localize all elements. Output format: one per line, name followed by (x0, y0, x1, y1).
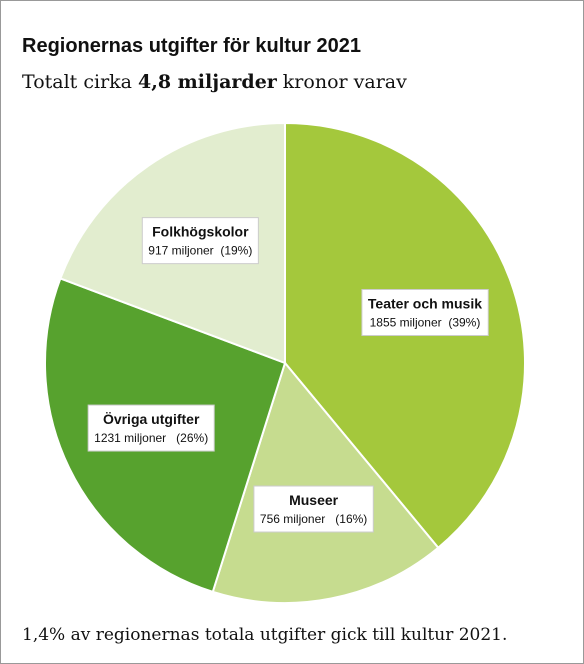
subtitle-part: kronor varav (283, 71, 407, 93)
label-box (87, 404, 215, 452)
category-label: Övriga utgifter (103, 411, 200, 427)
value-label: 1231 miljoner (26%) (94, 431, 208, 445)
slice-label: Övriga utgifter 1231 miljoner (26%) (87, 404, 215, 452)
subtitle-part: Totalt cirka (22, 71, 132, 93)
slice-label: Teater och musik 1855 miljoner (39%) (361, 289, 489, 337)
chart-note: 1,4% av regionernas totala utgifter gick… (22, 625, 507, 645)
category-label: Teater och musik (368, 296, 482, 312)
labels: Teater och musik 1855 miljoner (39%) Musee… (87, 217, 489, 533)
category-label: Museer (289, 492, 339, 508)
subtitle-part: 4,8 miljarder (138, 71, 278, 93)
label-box (141, 217, 259, 265)
value-label: 756 miljoner (16%) (260, 512, 367, 526)
chart-subtitle: Totalt cirka 4,8 miljarder kronor varav (22, 71, 407, 93)
label-box (253, 485, 374, 533)
value-label: 917 miljoner (19%) (148, 244, 252, 258)
value-label: 1855 miljoner (39%) (370, 316, 481, 330)
pie-slice (211, 360, 440, 604)
category-label: Folkhögskolor (152, 224, 249, 240)
slice-label: Museer 756 miljoner (16%) (253, 485, 374, 533)
chart-title: Regionernas utgifter för kultur 2021 (22, 35, 361, 57)
label-box (361, 289, 489, 337)
slice-label: Folkhögskolor 917 miljoner (19%) (141, 217, 259, 265)
